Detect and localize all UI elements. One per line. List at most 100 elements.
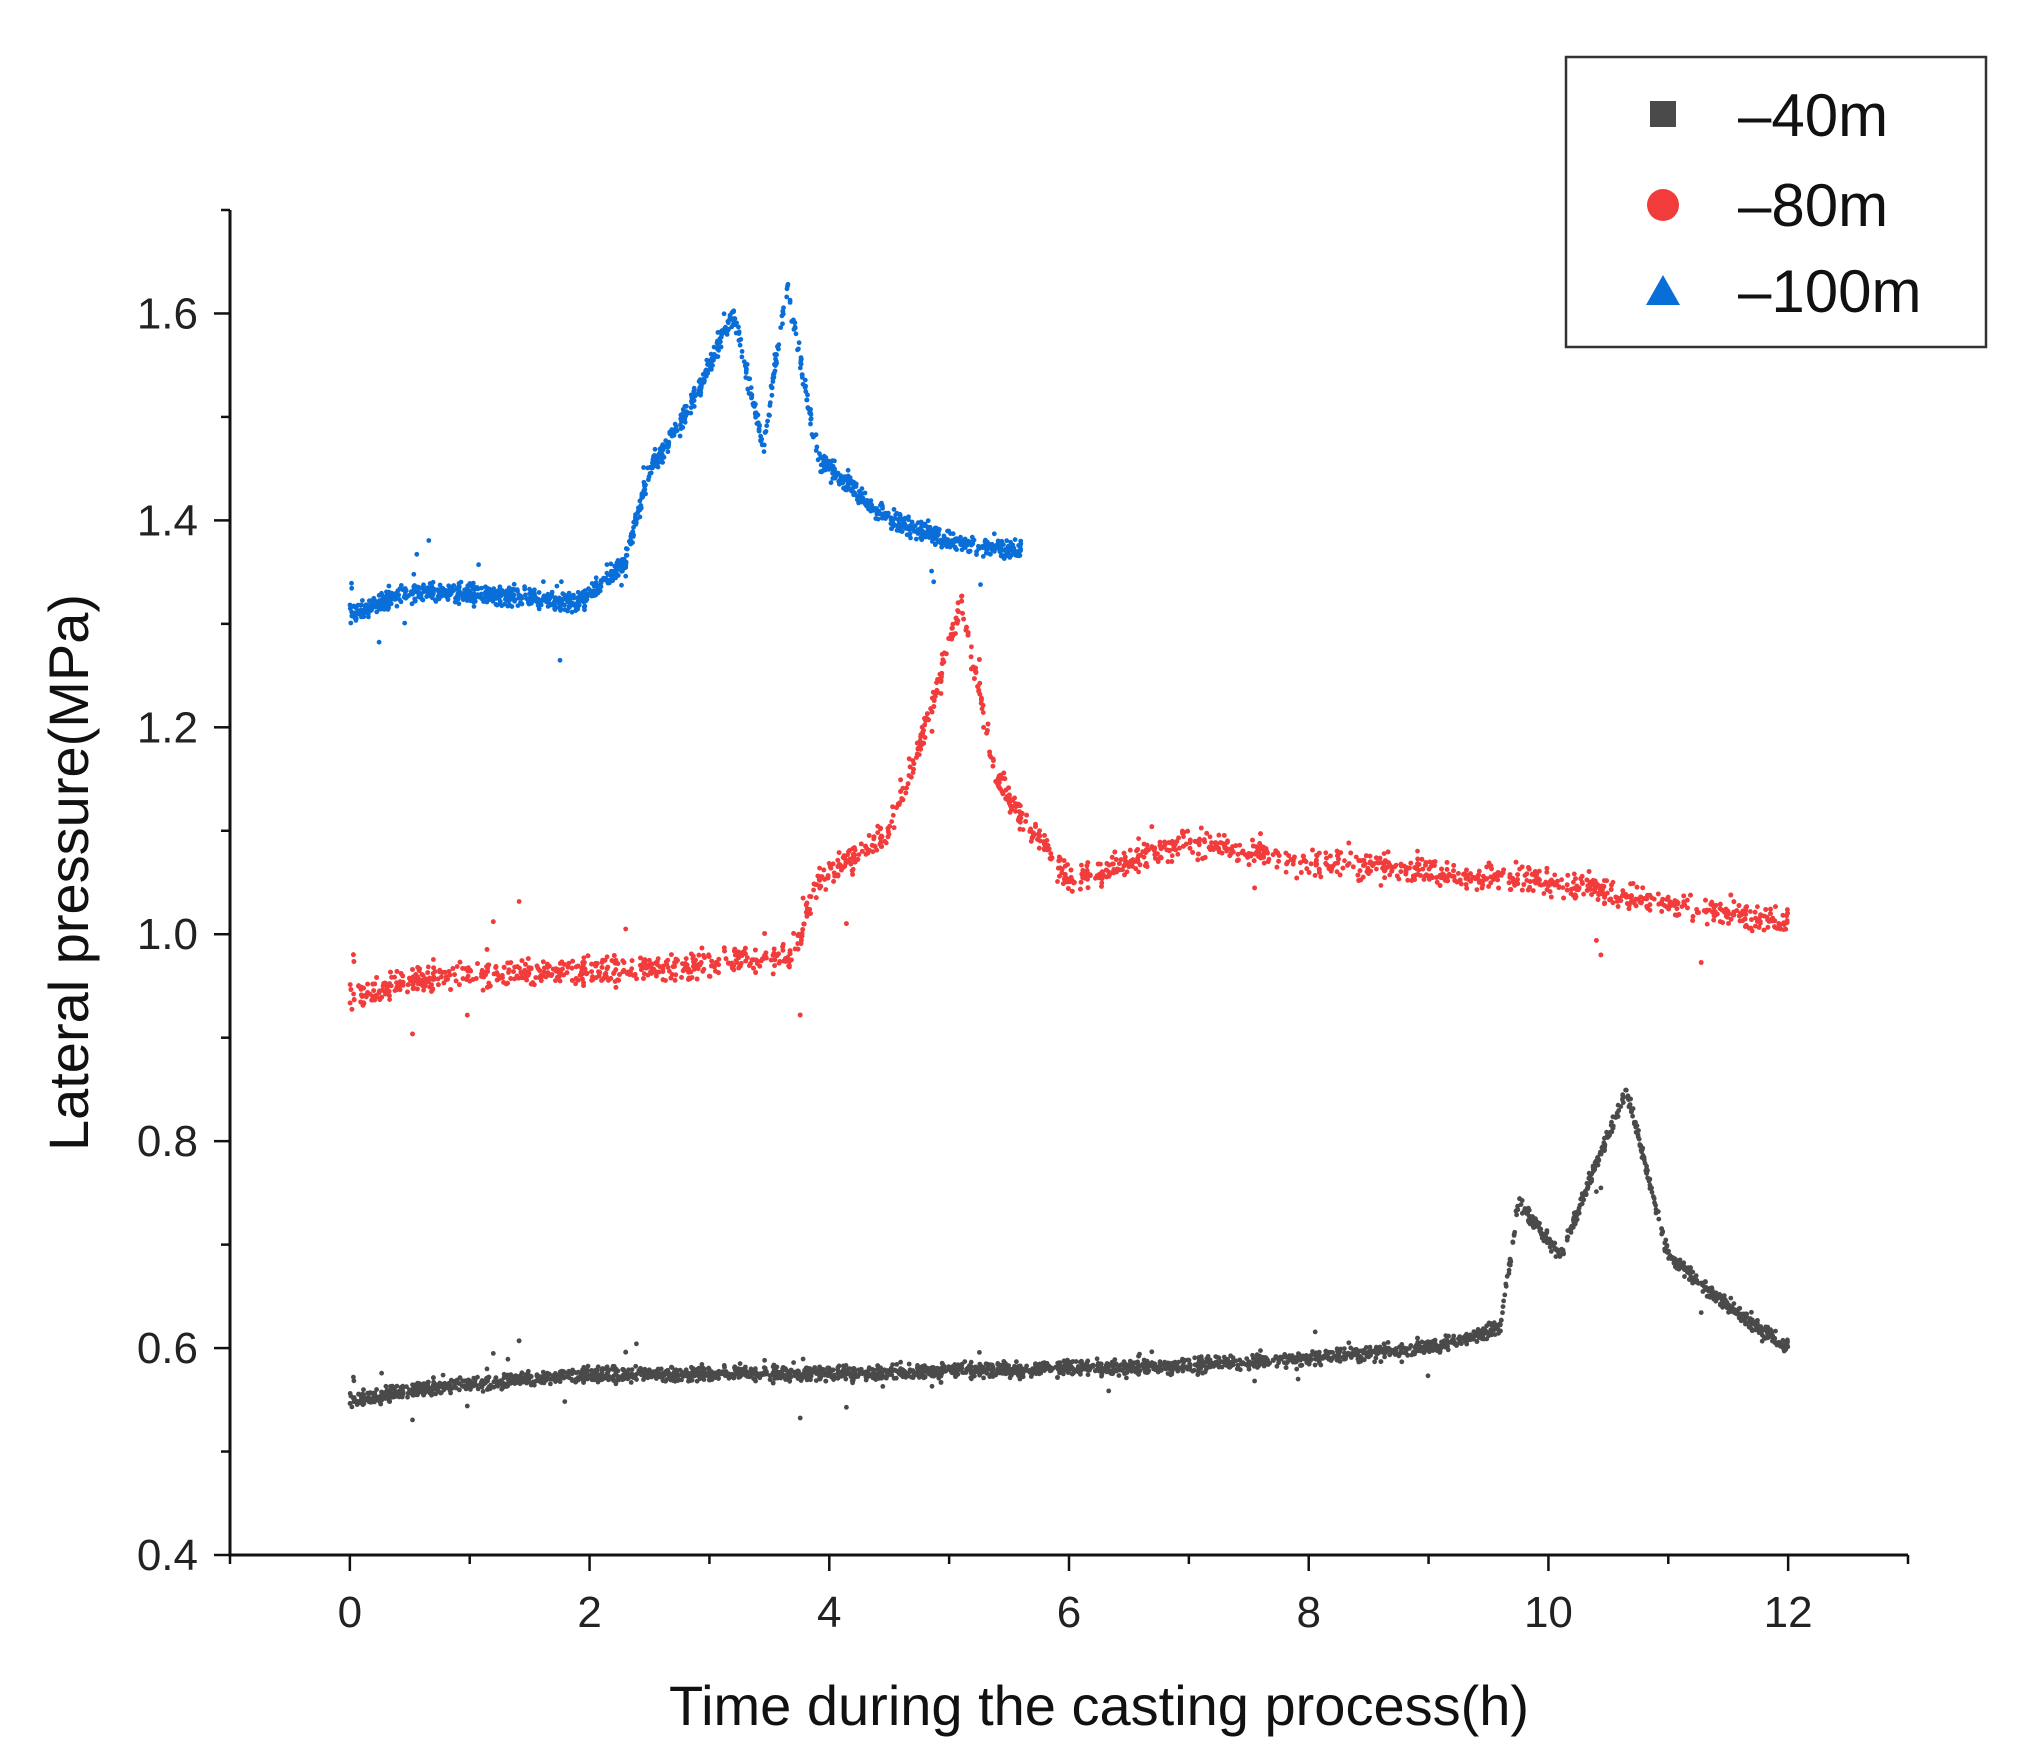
data-point bbox=[1571, 1210, 1577, 1216]
data-point bbox=[856, 1371, 862, 1377]
data-point bbox=[1640, 1153, 1646, 1158]
data-point bbox=[1777, 1341, 1783, 1347]
data-point bbox=[620, 1367, 626, 1372]
data-point bbox=[365, 1390, 370, 1396]
data-point bbox=[1635, 1134, 1641, 1140]
data-point bbox=[1131, 1365, 1137, 1371]
data-point bbox=[1250, 843, 1256, 849]
data-point bbox=[959, 1361, 965, 1367]
data-point bbox=[1136, 1371, 1141, 1377]
data-point bbox=[811, 887, 816, 893]
data-point bbox=[466, 1377, 471, 1383]
data-point bbox=[863, 1369, 868, 1375]
data-point bbox=[1682, 1274, 1687, 1279]
data-point bbox=[599, 1377, 604, 1383]
data-point bbox=[1212, 1362, 1218, 1368]
data-point bbox=[373, 1396, 379, 1402]
data-point bbox=[1414, 1344, 1420, 1350]
data-point bbox=[706, 1365, 711, 1371]
data-point bbox=[825, 1372, 831, 1378]
data-point bbox=[1219, 1364, 1225, 1370]
data-point bbox=[496, 1381, 502, 1387]
data-point bbox=[791, 1360, 796, 1365]
data-point bbox=[1225, 1357, 1230, 1362]
data-point bbox=[1474, 1339, 1480, 1344]
data-point bbox=[387, 1399, 392, 1404]
data-point bbox=[770, 1370, 776, 1376]
data-point bbox=[1415, 1335, 1420, 1341]
data-point bbox=[785, 1372, 791, 1378]
data-point bbox=[1756, 1325, 1762, 1331]
data-point bbox=[751, 1376, 756, 1381]
data-point bbox=[918, 1371, 924, 1377]
data-point bbox=[1488, 1321, 1494, 1327]
data-point bbox=[1353, 1347, 1359, 1352]
data-point bbox=[392, 1394, 398, 1399]
data-point bbox=[641, 1374, 647, 1380]
data-point bbox=[940, 1365, 946, 1370]
data-point bbox=[1298, 870, 1304, 875]
data-point bbox=[1069, 1371, 1075, 1377]
data-point bbox=[1633, 1129, 1639, 1135]
data-point bbox=[1360, 1357, 1366, 1362]
data-point bbox=[1616, 1108, 1622, 1113]
data-point bbox=[1718, 1293, 1723, 1298]
data-point bbox=[910, 1375, 916, 1380]
data-point bbox=[1298, 1357, 1303, 1363]
data-point bbox=[431, 965, 436, 971]
data-point bbox=[589, 969, 594, 974]
data-point bbox=[1192, 1355, 1198, 1361]
data-point bbox=[1554, 1247, 1559, 1253]
data-point bbox=[358, 1393, 364, 1399]
data-point bbox=[1522, 1206, 1528, 1211]
data-point bbox=[1079, 1363, 1085, 1369]
data-point bbox=[1765, 1335, 1771, 1341]
data-point bbox=[1408, 1343, 1414, 1348]
data-point bbox=[408, 1388, 414, 1394]
data-point bbox=[1141, 1357, 1147, 1363]
data-point bbox=[1458, 1341, 1464, 1346]
data-point bbox=[866, 1365, 872, 1371]
data-point bbox=[1122, 1361, 1128, 1367]
data-point bbox=[472, 1378, 478, 1383]
data-point bbox=[1312, 1362, 1318, 1368]
data-point bbox=[371, 988, 377, 993]
data-point bbox=[1033, 1361, 1038, 1367]
data-point bbox=[1524, 1211, 1530, 1216]
data-point bbox=[1500, 1304, 1506, 1309]
data-point bbox=[1155, 1365, 1160, 1370]
data-point bbox=[351, 1399, 357, 1404]
data-point bbox=[633, 1363, 639, 1369]
data-point bbox=[1124, 1375, 1129, 1381]
data-point bbox=[877, 1370, 883, 1376]
data-point bbox=[1094, 1356, 1100, 1362]
data-point bbox=[1552, 872, 1558, 878]
data-point bbox=[1055, 1375, 1060, 1380]
data-point bbox=[425, 1379, 431, 1385]
data-point bbox=[1763, 907, 1769, 912]
data-point bbox=[811, 1369, 816, 1375]
data-point bbox=[905, 781, 911, 787]
data-point bbox=[1629, 1106, 1634, 1111]
data-point bbox=[823, 1378, 829, 1384]
data-point bbox=[1743, 1321, 1749, 1327]
data-point bbox=[570, 1367, 575, 1373]
data-point bbox=[995, 1366, 1001, 1372]
data-point bbox=[528, 1382, 534, 1388]
data-point bbox=[1423, 1347, 1429, 1353]
data-point bbox=[548, 1381, 553, 1387]
data-point bbox=[1181, 1360, 1186, 1365]
data-point bbox=[1623, 1087, 1629, 1093]
data-point bbox=[890, 1362, 895, 1367]
data-point bbox=[485, 1378, 490, 1384]
data-point bbox=[549, 1376, 555, 1381]
data-point bbox=[1675, 1260, 1681, 1265]
data-point bbox=[1106, 1388, 1112, 1394]
data-point bbox=[1336, 1350, 1341, 1356]
data-point bbox=[565, 1371, 571, 1376]
data-point bbox=[797, 1415, 803, 1421]
data-point bbox=[889, 819, 895, 824]
data-point bbox=[938, 1380, 944, 1385]
data-point bbox=[1252, 1378, 1257, 1384]
data-point bbox=[1664, 1249, 1670, 1255]
